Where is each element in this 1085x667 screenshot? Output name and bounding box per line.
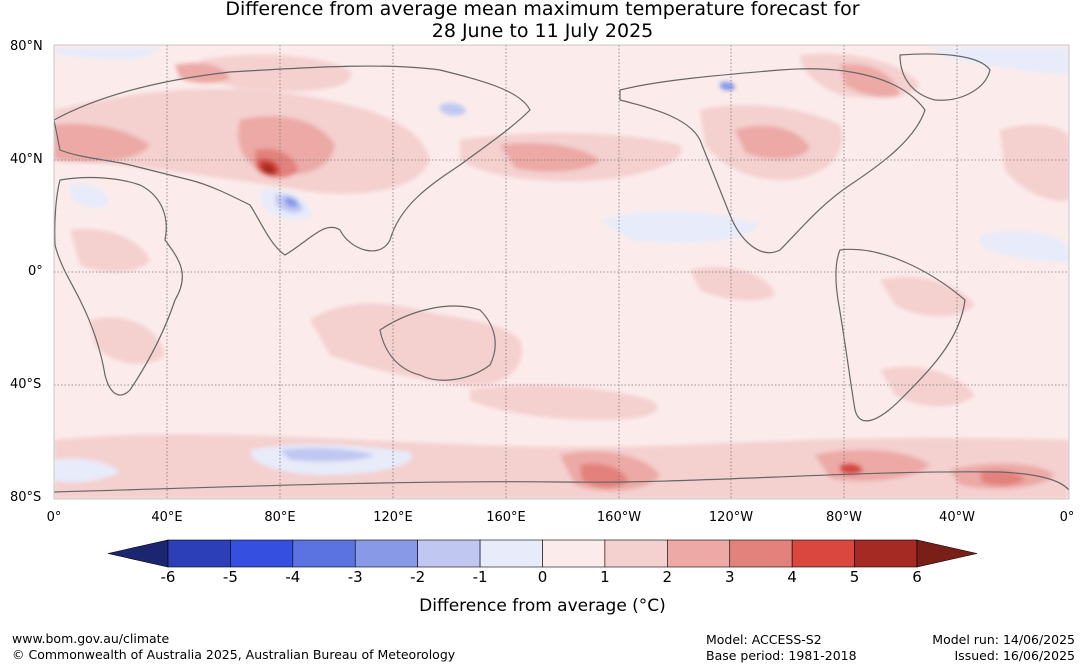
map-title-line2: 28 June to 11 July 2025 [431, 20, 654, 42]
colorbar-tick-label: 4 [787, 568, 797, 586]
footer-website: www.bom.gov.au/climate [12, 631, 170, 646]
colorbar-tick-label: -4 [285, 568, 301, 586]
colorbar-title: Difference from average (°C) [419, 596, 666, 616]
lon-label-80e: 80°E [264, 510, 296, 525]
coastline-australia [379, 305, 496, 381]
lon-label-160w: 160°W [596, 510, 642, 525]
lat-label-80s: 80°S [10, 490, 42, 505]
colorbar-tick-label: 3 [724, 568, 735, 586]
colorbar-tick-label: -1 [472, 568, 488, 586]
colorbar-segment [729, 539, 793, 568]
anomaly-region [54, 458, 120, 483]
lon-label-0-left: 0° [46, 510, 62, 525]
colorbar-tick-label: -2 [410, 568, 426, 586]
anomaly-region [840, 463, 863, 475]
coastline-greenland [899, 53, 991, 101]
lat-label-40s: 40°S [10, 377, 42, 392]
anomaly-region [500, 143, 600, 172]
lat-label-40n: 40°N [10, 152, 43, 167]
colorbar-tick-label: -6 [160, 568, 176, 586]
colorbar-segment [292, 539, 356, 568]
coastline-eurasia [54, 65, 531, 256]
anomaly-region [199, 54, 352, 92]
coastline-layer [54, 53, 1069, 493]
coastline-antarctica [54, 471, 1069, 493]
lat-label-80n: 80°N [10, 39, 43, 54]
anomaly-region [54, 48, 160, 60]
map-title-line1: Difference from average mean maximum tem… [225, 0, 860, 20]
colorbar-segment [791, 539, 855, 568]
lon-label-40w: 40°W [939, 510, 975, 525]
anomaly-region [470, 384, 658, 420]
map-frame [53, 44, 1070, 500]
lon-label-120w: 120°W [708, 510, 754, 525]
colorbar-segment [417, 539, 481, 568]
colorbar-tick-label: 6 [912, 568, 922, 586]
footer-base-period: Base period: 1981-2018 [706, 648, 857, 663]
coastline-africa [54, 176, 184, 396]
colorbar-tick-label: 5 [849, 568, 860, 586]
anomaly-region [980, 470, 1025, 486]
lon-label-0-right: 0° [1059, 510, 1075, 525]
footer-copyright: © Commonwealth of Australia 2025, Austra… [12, 647, 456, 662]
colorbar-segment [479, 539, 543, 568]
anomaly-region [735, 125, 810, 160]
colorbar-tick-label: 1 [600, 568, 610, 586]
anomaly-region [285, 197, 298, 208]
anomaly-region [440, 102, 466, 116]
anomaly-fill-layer [54, 45, 1069, 499]
colorbar [107, 539, 978, 568]
anomaly-region [1000, 124, 1069, 201]
colorbar-segment [667, 539, 731, 568]
anomaly-region [880, 276, 975, 317]
colorbar-segment [354, 539, 418, 568]
colorbar-segment [854, 539, 918, 568]
colorbar-under-arrow [107, 539, 169, 568]
anomaly-region [70, 183, 109, 208]
anomaly-region [54, 123, 150, 162]
coastline-south-america [835, 248, 966, 422]
lon-label-40e: 40°E [151, 510, 183, 525]
colorbar-segment [604, 539, 668, 568]
anomaly-region [70, 229, 150, 272]
anomaly-region [280, 447, 375, 462]
anomaly-region [262, 163, 276, 174]
anomaly-region [600, 210, 760, 243]
lon-label-80w: 80°W [826, 510, 862, 525]
colorbar-tick-label: 2 [662, 568, 673, 586]
colorbar-tick-label: -3 [347, 568, 363, 586]
anomaly-region [310, 303, 522, 386]
footer-model-run: Model run: 14/06/2025 [932, 632, 1075, 647]
lon-label-160e: 160°E [486, 510, 526, 525]
lon-label-120e: 120°E [373, 510, 413, 525]
coastline-north-america [619, 68, 926, 254]
colorbar-segment [167, 539, 231, 568]
lat-label-equator: 0° [28, 264, 43, 279]
colorbar-tick-label: -5 [222, 568, 238, 586]
anomaly-region [930, 48, 1069, 75]
footer-issued: Issued: 16/06/2025 [954, 648, 1076, 663]
anomaly-region [690, 266, 775, 301]
colorbar-over-arrow [916, 539, 978, 568]
footer-model: Model: ACCESS-S2 [706, 632, 822, 647]
graticule [54, 45, 1069, 499]
colorbar-segment [542, 539, 606, 568]
colorbar-tick-label: 0 [537, 568, 548, 586]
anomaly-region [90, 317, 165, 364]
anomaly-region [980, 230, 1069, 262]
colorbar-segment [230, 539, 294, 568]
